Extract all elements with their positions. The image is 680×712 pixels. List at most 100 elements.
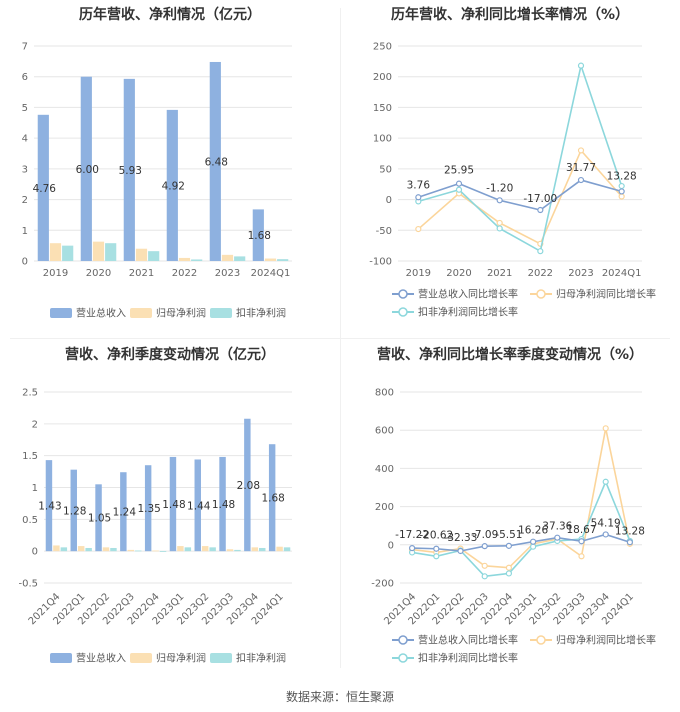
data-label: -32.33 [444, 532, 478, 544]
y-tick-label: 800 [375, 388, 394, 399]
series-point [496, 197, 503, 204]
legend-swatch-icon [210, 308, 232, 318]
bar [127, 549, 135, 552]
legend-swatch-icon [130, 653, 152, 663]
bar [53, 545, 60, 552]
data-label: 16.26 [518, 525, 548, 537]
bar [49, 243, 62, 261]
data-label: 31.77 [566, 162, 596, 174]
bar [166, 109, 178, 261]
legend-label: 归母净利润同比增长率 [556, 288, 656, 301]
legend-marker-icon [398, 635, 408, 645]
y-tick-label: -0.5 [18, 579, 38, 590]
data-label: 1.28 [63, 505, 86, 517]
quarterly-revenue-profit-chart: 营收、净利季度变动情况（亿元） -0.5 0 0.5 1 1.5 2 2.5 2021Q4 20… [0, 340, 340, 680]
bar [268, 444, 276, 552]
series-point [577, 176, 585, 184]
chart-title: 历年营收、净利情况（亿元） [79, 7, 261, 23]
series-point [530, 543, 537, 550]
data-label: 25.95 [444, 165, 474, 177]
y-tick-label: 2 [22, 195, 28, 206]
series-point [455, 180, 463, 187]
series-point [505, 542, 512, 549]
data-label: -1.20 [486, 182, 513, 194]
chart-title: 营收、净利同比增长率季度变动情况（%） [376, 347, 644, 363]
bar [201, 546, 209, 552]
series-point [415, 225, 422, 233]
bar [148, 251, 160, 261]
bar [152, 550, 159, 552]
x-tick-label: 2020 [446, 268, 471, 279]
bar [144, 465, 152, 552]
x-tick-label: 2021 [129, 268, 154, 279]
bar [244, 418, 251, 552]
y-tick-label: 0 [22, 257, 28, 268]
data-label: 1.48 [212, 499, 235, 511]
legend-label: 扣非净利润 [236, 307, 286, 320]
legend-label: 营业总收入同比增长率 [418, 634, 518, 647]
x-tick-label: 2023 [568, 268, 593, 279]
bar [85, 547, 92, 552]
data-label: -7.09 [471, 529, 498, 541]
series-point [496, 225, 503, 232]
x-tick-label: 2021 [487, 268, 512, 279]
data-label: 1.35 [137, 503, 160, 515]
bar [209, 61, 221, 261]
y-tick-label: 0 [386, 195, 392, 206]
series-point [481, 562, 488, 569]
series-point [618, 188, 625, 195]
quarterly-growth-rate-chart: 营收、净利同比增长率季度变动情况（%） -200 0 200 400 600 800 202… [340, 340, 680, 680]
x-tick-label: 2024Q1 [602, 268, 642, 279]
series-point [530, 538, 537, 545]
bar [123, 78, 135, 261]
data-label: 5.93 [119, 165, 142, 177]
data-source: 数据来源：恒生聚源 [285, 690, 394, 704]
y-tick-label: 250 [373, 42, 392, 53]
series-point [505, 564, 512, 571]
y-tick-label: 200 [373, 72, 392, 83]
data-label: -20.62 [419, 530, 453, 542]
y-tick-label: -200 [371, 579, 394, 590]
bar [135, 248, 148, 261]
bar [92, 241, 105, 261]
bar [264, 258, 277, 261]
y-tick-label: 4 [22, 134, 28, 145]
y-tick-label: 0.5 [22, 515, 38, 526]
legend-label: 营业总收入 [76, 652, 126, 665]
y-tick-label: 600 [375, 426, 394, 437]
y-tick-label: 1.5 [22, 451, 38, 462]
series-line [417, 148, 623, 245]
series-point [618, 193, 625, 200]
x-tick-label: 2024Q1 [251, 268, 291, 279]
bar [177, 546, 184, 552]
data-label: 1.05 [88, 513, 111, 525]
bar [191, 259, 203, 261]
y-tick-label: 400 [375, 464, 394, 475]
data-label: 6.00 [76, 164, 99, 176]
legend-label: 归母净利润 [156, 307, 206, 320]
bar [221, 254, 234, 261]
annual-revenue-profit-svg: 0 1 2 3 4 5 6 7 2019 2020 2021 2022 2023 2024Q1 4.76 6.… [22, 42, 292, 320]
bar [45, 460, 53, 552]
legend-label: 扣非净利润 [236, 652, 286, 665]
legend-label: 扣非净利润同比增长率 [418, 306, 518, 319]
data-label: 37.36 [542, 521, 572, 533]
data-label: 1.48 [162, 499, 185, 511]
quarterly-revenue-profit-svg: -0.500.511.522.52021Q42022Q12022Q22022Q3… [18, 388, 292, 665]
bar [178, 257, 191, 261]
annual-growth-rate-chart: 历年营收、净利同比增长率情况（%） -100 -50 0 50 100 150 200 250… [340, 0, 680, 340]
series-point [537, 248, 544, 255]
series-point [602, 531, 609, 538]
data-label: 13.28 [607, 170, 637, 182]
bar [209, 547, 216, 552]
bar [159, 551, 167, 552]
y-tick-label: 150 [373, 103, 392, 114]
series-point [433, 553, 440, 560]
data-label: -17.00 [523, 193, 557, 205]
legend-label: 营业总收入同比增长率 [418, 288, 518, 301]
x-tick-label: 2020 [86, 268, 111, 279]
y-tick-label: 6 [22, 72, 28, 83]
series-point [602, 478, 609, 485]
series-point [481, 573, 488, 580]
bar [259, 547, 266, 552]
